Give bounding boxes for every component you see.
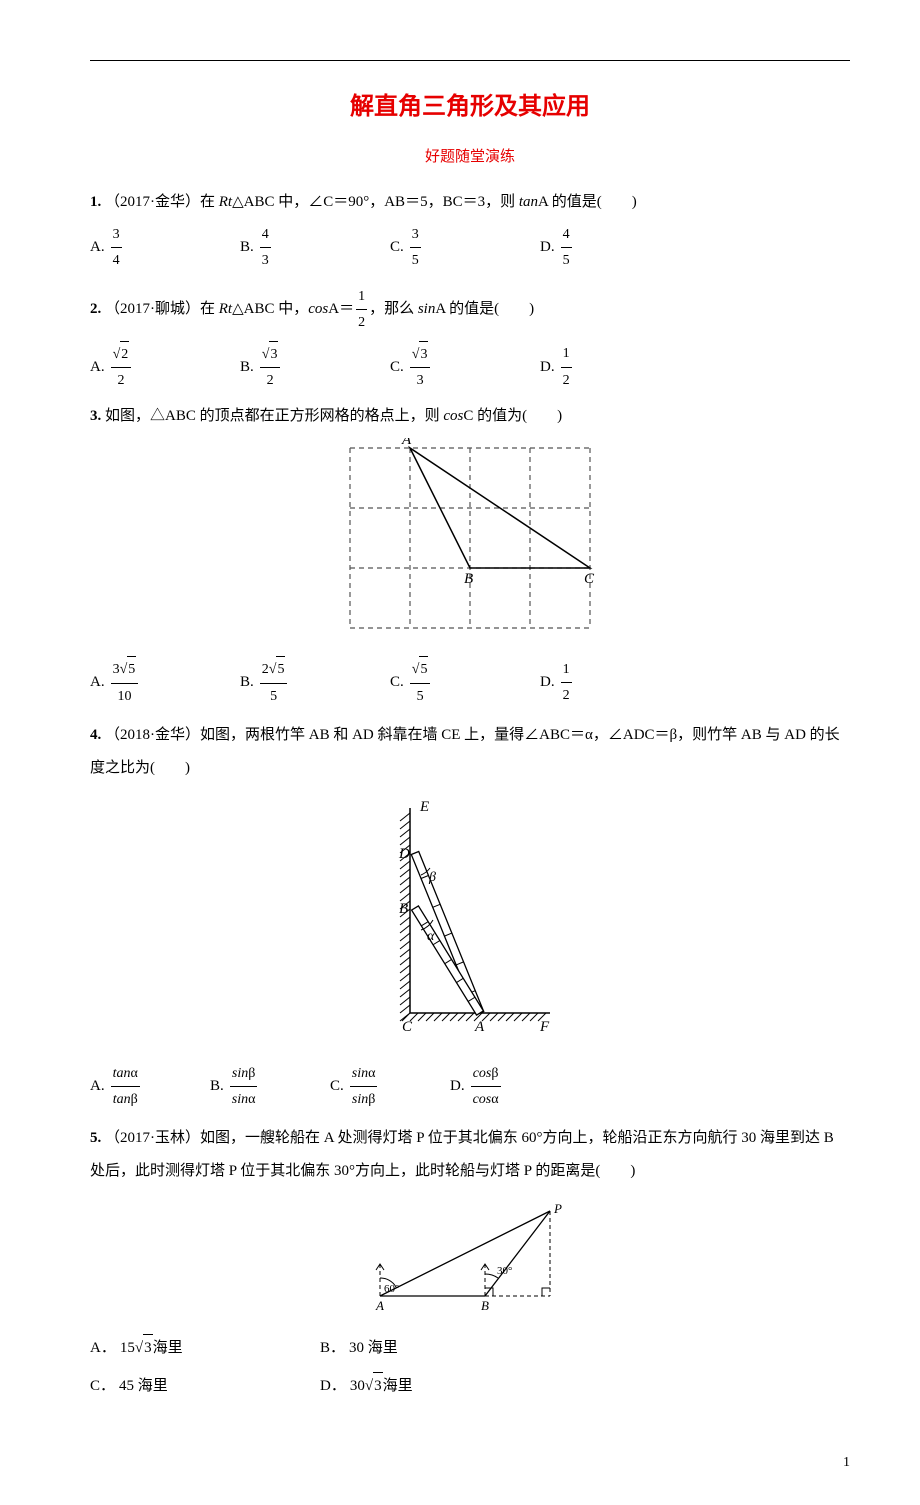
horizontal-rule <box>90 60 850 61</box>
q1-options: A.34 B.43 C.35 D.45 <box>90 222 850 273</box>
q5-opt-c: C．45 海里 <box>90 1373 320 1400</box>
question-2: 2. （2017·聊城）在 Rt△ABC 中，cosA＝12，那么 sinA 的… <box>90 284 850 335</box>
q2-opt-b: B.√32 <box>240 341 390 393</box>
q1-opt-b: B.43 <box>240 222 390 273</box>
q5-options-row2: C．45 海里 D．30√3海里 <box>90 1372 850 1400</box>
q5-opt-b: B．30 海里 <box>320 1335 550 1362</box>
svg-text:β: β <box>428 870 436 885</box>
q1-num: 1. <box>90 194 101 210</box>
q4-poles-svg: E D B C A Fα β <box>370 793 570 1043</box>
q2-cos: cos <box>308 301 328 317</box>
q5-options-row1: A．15√3海里 B．30 海里 <box>90 1334 850 1362</box>
question-5: 5. （2017·玉林）如图，一艘轮船在 A 处测得灯塔 P 位于其北偏东 60… <box>90 1122 850 1188</box>
q5-opt-a: A．15√3海里 <box>90 1334 320 1362</box>
q3-stem2: C 的值为( ) <box>463 408 562 424</box>
q1-stem1: （2017·金华）在 <box>105 194 219 210</box>
page-title: 解直角三角形及其应用 <box>90 86 850 129</box>
q3-num: 3. <box>90 408 101 424</box>
svg-text:E: E <box>419 799 429 815</box>
q3-options: A.3√510 B.2√55 C.√55 D.12 <box>90 656 850 708</box>
q1-opt-a: A.34 <box>90 222 240 273</box>
svg-text:α: α <box>427 929 435 944</box>
q2-opt-a: A.√22 <box>90 341 240 393</box>
svg-text:30°: 30° <box>497 1265 512 1277</box>
q4-options: A.tanαtanβ B.sinβsinα C.sinαsinβ D.cosβc… <box>90 1061 850 1112</box>
q4-figure: E D B C A Fα β <box>90 793 850 1053</box>
svg-text:60°: 60° <box>384 1283 399 1295</box>
q1-tan: tan <box>519 194 538 210</box>
q2-options: A.√22 B.√32 C.√33 D.12 <box>90 341 850 393</box>
q3-cos: cos <box>443 408 463 424</box>
q4-num: 4. <box>90 727 101 743</box>
q1-rt: Rt <box>219 194 232 210</box>
q3-opt-d: D.12 <box>540 657 690 708</box>
q3-opt-c: C.√55 <box>390 656 540 708</box>
q4-opt-d: D.cosβcosα <box>450 1061 570 1112</box>
q2-stem2: △ABC 中， <box>232 301 308 317</box>
q3-opt-a: A.3√510 <box>90 656 240 708</box>
q1-opt-d: D.45 <box>540 222 690 273</box>
q5-figure: A B P 60° 30° <box>90 1196 850 1326</box>
q3-figure: A B C <box>90 438 850 648</box>
svg-text:F: F <box>539 1019 550 1035</box>
svg-text:A: A <box>474 1019 485 1035</box>
q1-stem3: A 的值是( ) <box>538 194 637 210</box>
q5-ship-svg: A B P 60° 30° <box>350 1196 590 1316</box>
q2-rt: Rt <box>219 301 232 317</box>
q4-stem1: （2018·金华）如图，两根竹竿 AB 和 AD 斜靠在墙 CE 上，量得∠AB… <box>90 727 840 776</box>
q2-stem3: A＝ <box>328 301 354 317</box>
svg-text:B: B <box>399 901 408 917</box>
q2-num: 2. <box>90 301 101 317</box>
svg-text:D: D <box>398 846 410 862</box>
question-1: 1. （2017·金华）在 Rt△ABC 中，∠C＝90°，AB＝5，BC＝3，… <box>90 189 850 216</box>
svg-text:P: P <box>553 1201 562 1216</box>
svg-text:C: C <box>584 571 595 587</box>
q3-grid-svg: A B C <box>330 438 610 638</box>
q2-stem5: A 的值是( ) <box>435 301 534 317</box>
q2-opt-c: C.√33 <box>390 341 540 393</box>
svg-text:C: C <box>402 1019 413 1035</box>
q3-opt-b: B.2√55 <box>240 656 390 708</box>
q2-sin: sin <box>418 301 436 317</box>
q2-opt-d: D.12 <box>540 341 690 392</box>
svg-text:A: A <box>401 438 412 448</box>
svg-text:A: A <box>375 1298 384 1313</box>
q4-opt-b: B.sinβsinα <box>210 1061 330 1112</box>
question-3: 3. 如图，△ABC 的顶点都在正方形网格的格点上，则 cosC 的值为( ) <box>90 403 850 430</box>
q1-opt-c: C.35 <box>390 222 540 273</box>
q5-stem1: （2017·玉林）如图，一艘轮船在 A 处测得灯塔 P 位于其北偏东 60°方向… <box>90 1130 834 1179</box>
q5-opt-d: D．30√3海里 <box>320 1372 550 1400</box>
q2-stem4: ，那么 <box>369 301 418 317</box>
q4-opt-c: C.sinαsinβ <box>330 1061 450 1112</box>
q3-stem1: 如图，△ABC 的顶点都在正方形网格的格点上，则 <box>105 408 443 424</box>
q2-stem1: （2017·聊城）在 <box>105 301 219 317</box>
page-subtitle: 好题随堂演练 <box>90 144 850 171</box>
svg-text:B: B <box>481 1298 489 1313</box>
q4-opt-a: A.tanαtanβ <box>90 1061 210 1112</box>
page-number: 1 <box>90 1450 850 1475</box>
q5-num: 5. <box>90 1130 101 1146</box>
q1-stem2: △ABC 中，∠C＝90°，AB＝5，BC＝3，则 <box>232 194 519 210</box>
svg-text:B: B <box>464 571 473 587</box>
question-4: 4. （2018·金华）如图，两根竹竿 AB 和 AD 斜靠在墙 CE 上，量得… <box>90 719 850 785</box>
